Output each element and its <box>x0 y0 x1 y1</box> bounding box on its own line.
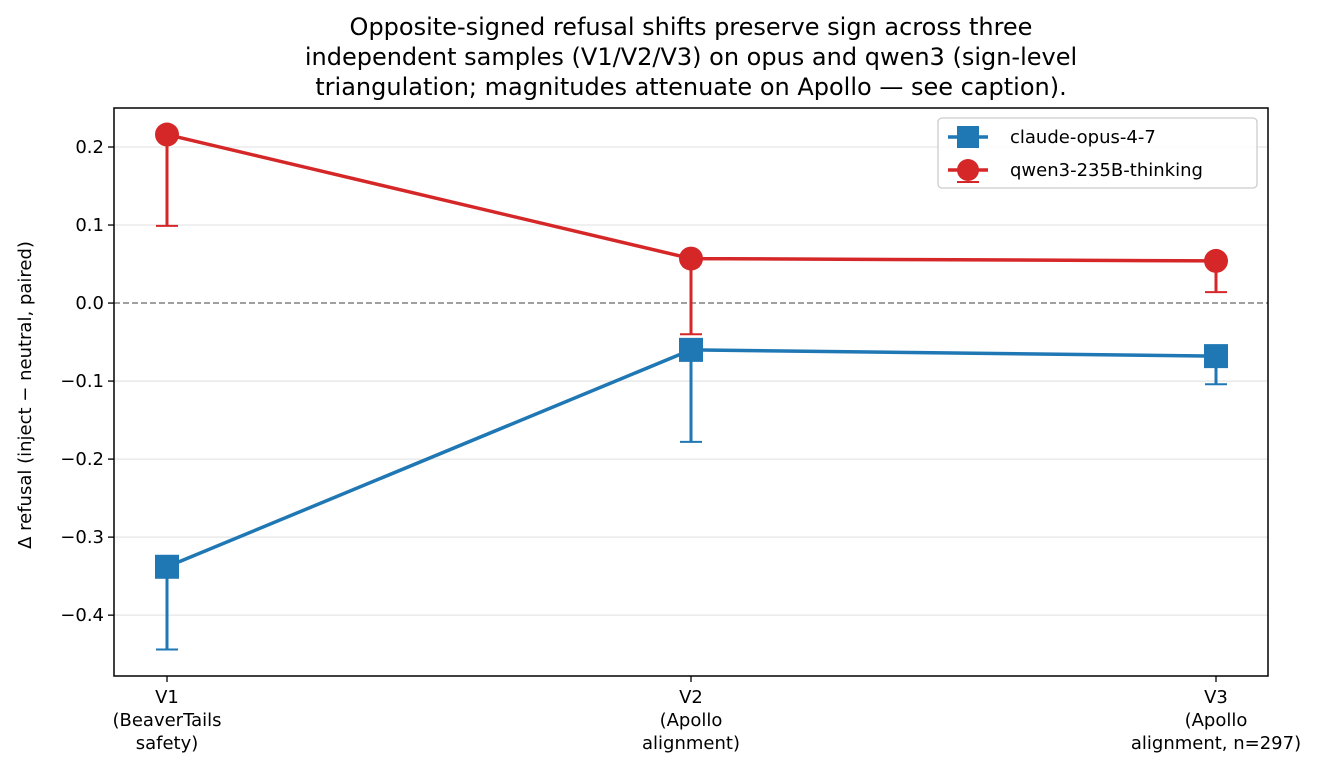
data-point <box>155 122 179 147</box>
plot-series <box>155 122 1228 651</box>
x-tick-label: V2 (Apollo alignment) <box>642 687 740 754</box>
legend-item: claude-opus-4-7 <box>948 126 1156 148</box>
legend-marker <box>957 126 979 148</box>
y-tick-label: −0.3 <box>60 527 104 548</box>
series-claude-opus-4-7 <box>155 337 1228 651</box>
x-tick-label: V1 (BeaverTails safety) <box>112 687 221 754</box>
data-point <box>679 337 703 362</box>
data-point <box>1204 248 1228 273</box>
y-tick-label: 0.1 <box>75 215 104 236</box>
y-axis: 0.2 0.1 0.0 −0.1 −0.2 −0.3 −0.4 <box>60 137 114 626</box>
data-point <box>1204 344 1228 369</box>
series-qwen3-235B-thinking <box>155 122 1228 336</box>
x-tick-label-line: alignment) <box>642 733 740 754</box>
x-tick-label-line: (Apollo <box>1185 710 1248 731</box>
legend-label: qwen3-235B-thinking <box>1010 160 1203 181</box>
chart-title: Opposite-signed refusal shifts preserve … <box>305 13 1077 101</box>
y-tick-label: −0.4 <box>60 605 104 626</box>
x-tick-label-line: V2 <box>679 687 703 708</box>
chart-title-line: triangulation; magnitudes attenuate on A… <box>315 73 1066 101</box>
chart-title-line: independent samples (V1/V2/V3) on opus a… <box>305 43 1077 71</box>
x-tick-label-line: safety) <box>136 733 199 754</box>
legend-item: qwen3-235B-thinking <box>948 159 1203 183</box>
y-tick-label: −0.2 <box>60 449 104 470</box>
x-tick-label-line: (Apollo <box>660 710 723 731</box>
legend-box <box>937 117 1258 189</box>
data-point <box>155 554 179 579</box>
x-tick-label: V3 (Apollo alignment, n=297) <box>1131 687 1301 754</box>
data-point <box>679 246 703 271</box>
chart-title-line: Opposite-signed refusal shifts preserve … <box>350 13 1033 41</box>
y-tick-label: 0.2 <box>75 137 104 158</box>
y-tick-label: 0.0 <box>75 293 104 314</box>
x-tick-label-line: (BeaverTails <box>112 710 221 731</box>
legend: claude-opus-4-7 qwen3-235B-thinking <box>937 117 1258 189</box>
legend-label: claude-opus-4-7 <box>1010 127 1156 148</box>
y-tick-label: −0.1 <box>60 371 104 392</box>
x-tick-label-line: alignment, n=297) <box>1131 733 1301 754</box>
x-axis: V1 (BeaverTails safety)V2 (Apollo alignment)… <box>112 676 1301 754</box>
y-axis-label: Δ refusal (inject − neutral, paired) <box>15 241 36 549</box>
legend-marker <box>957 159 979 181</box>
x-tick-label-line: V3 <box>1204 687 1228 708</box>
x-tick-label-line: V1 <box>155 687 179 708</box>
